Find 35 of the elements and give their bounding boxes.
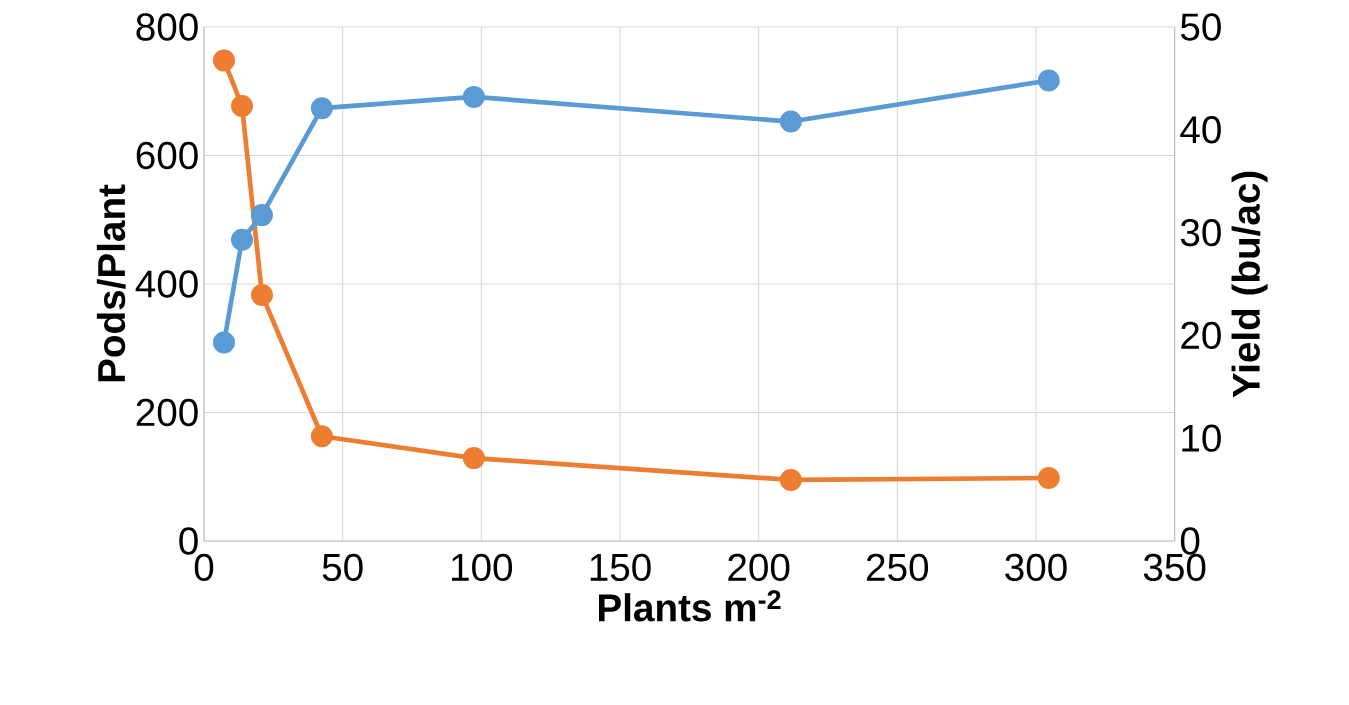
y2-tick-label: 20 <box>1181 321 1221 350</box>
point <box>779 110 802 133</box>
point <box>462 85 485 108</box>
y2-tick-label: 30 <box>1180 218 1221 247</box>
y-axis-title: Pods/Plant <box>96 184 126 382</box>
point <box>231 228 254 251</box>
point <box>310 425 333 448</box>
y-tick-label: 600 <box>136 141 198 170</box>
x-tick-label: 150 <box>590 553 651 582</box>
x-tick-label: 100 <box>452 553 513 582</box>
y-tick-label: 200 <box>136 398 198 427</box>
point <box>250 204 273 227</box>
x-tick-label: 250 <box>867 553 929 582</box>
x-tick-label: 300 <box>1005 553 1067 582</box>
y-tick-label: 800 <box>136 13 198 41</box>
point <box>212 331 235 354</box>
y2-tick-label: 40 <box>1180 116 1221 144</box>
y-tick-label: 0 <box>179 527 198 555</box>
point <box>250 283 273 306</box>
point <box>212 49 235 72</box>
y2-tick-label: 10 <box>1182 424 1221 452</box>
x-tick-label: 350 <box>1143 553 1206 582</box>
y2-tick-label: 0 <box>1180 527 1200 555</box>
x-tick-label: 200 <box>728 553 790 582</box>
x-tick-label: 50 <box>322 553 363 582</box>
point <box>462 447 485 470</box>
x-axis-title: Plants m$^{-2}$ <box>598 590 781 622</box>
y2-tick-label: 50 <box>1180 13 1221 41</box>
y-tick-label: 400 <box>135 270 198 298</box>
point <box>310 97 333 120</box>
y2-axis-title: Yield (bu/ac) <box>1231 171 1268 398</box>
point <box>1037 467 1060 490</box>
point <box>1037 69 1060 92</box>
point <box>231 95 254 118</box>
point <box>779 468 802 491</box>
